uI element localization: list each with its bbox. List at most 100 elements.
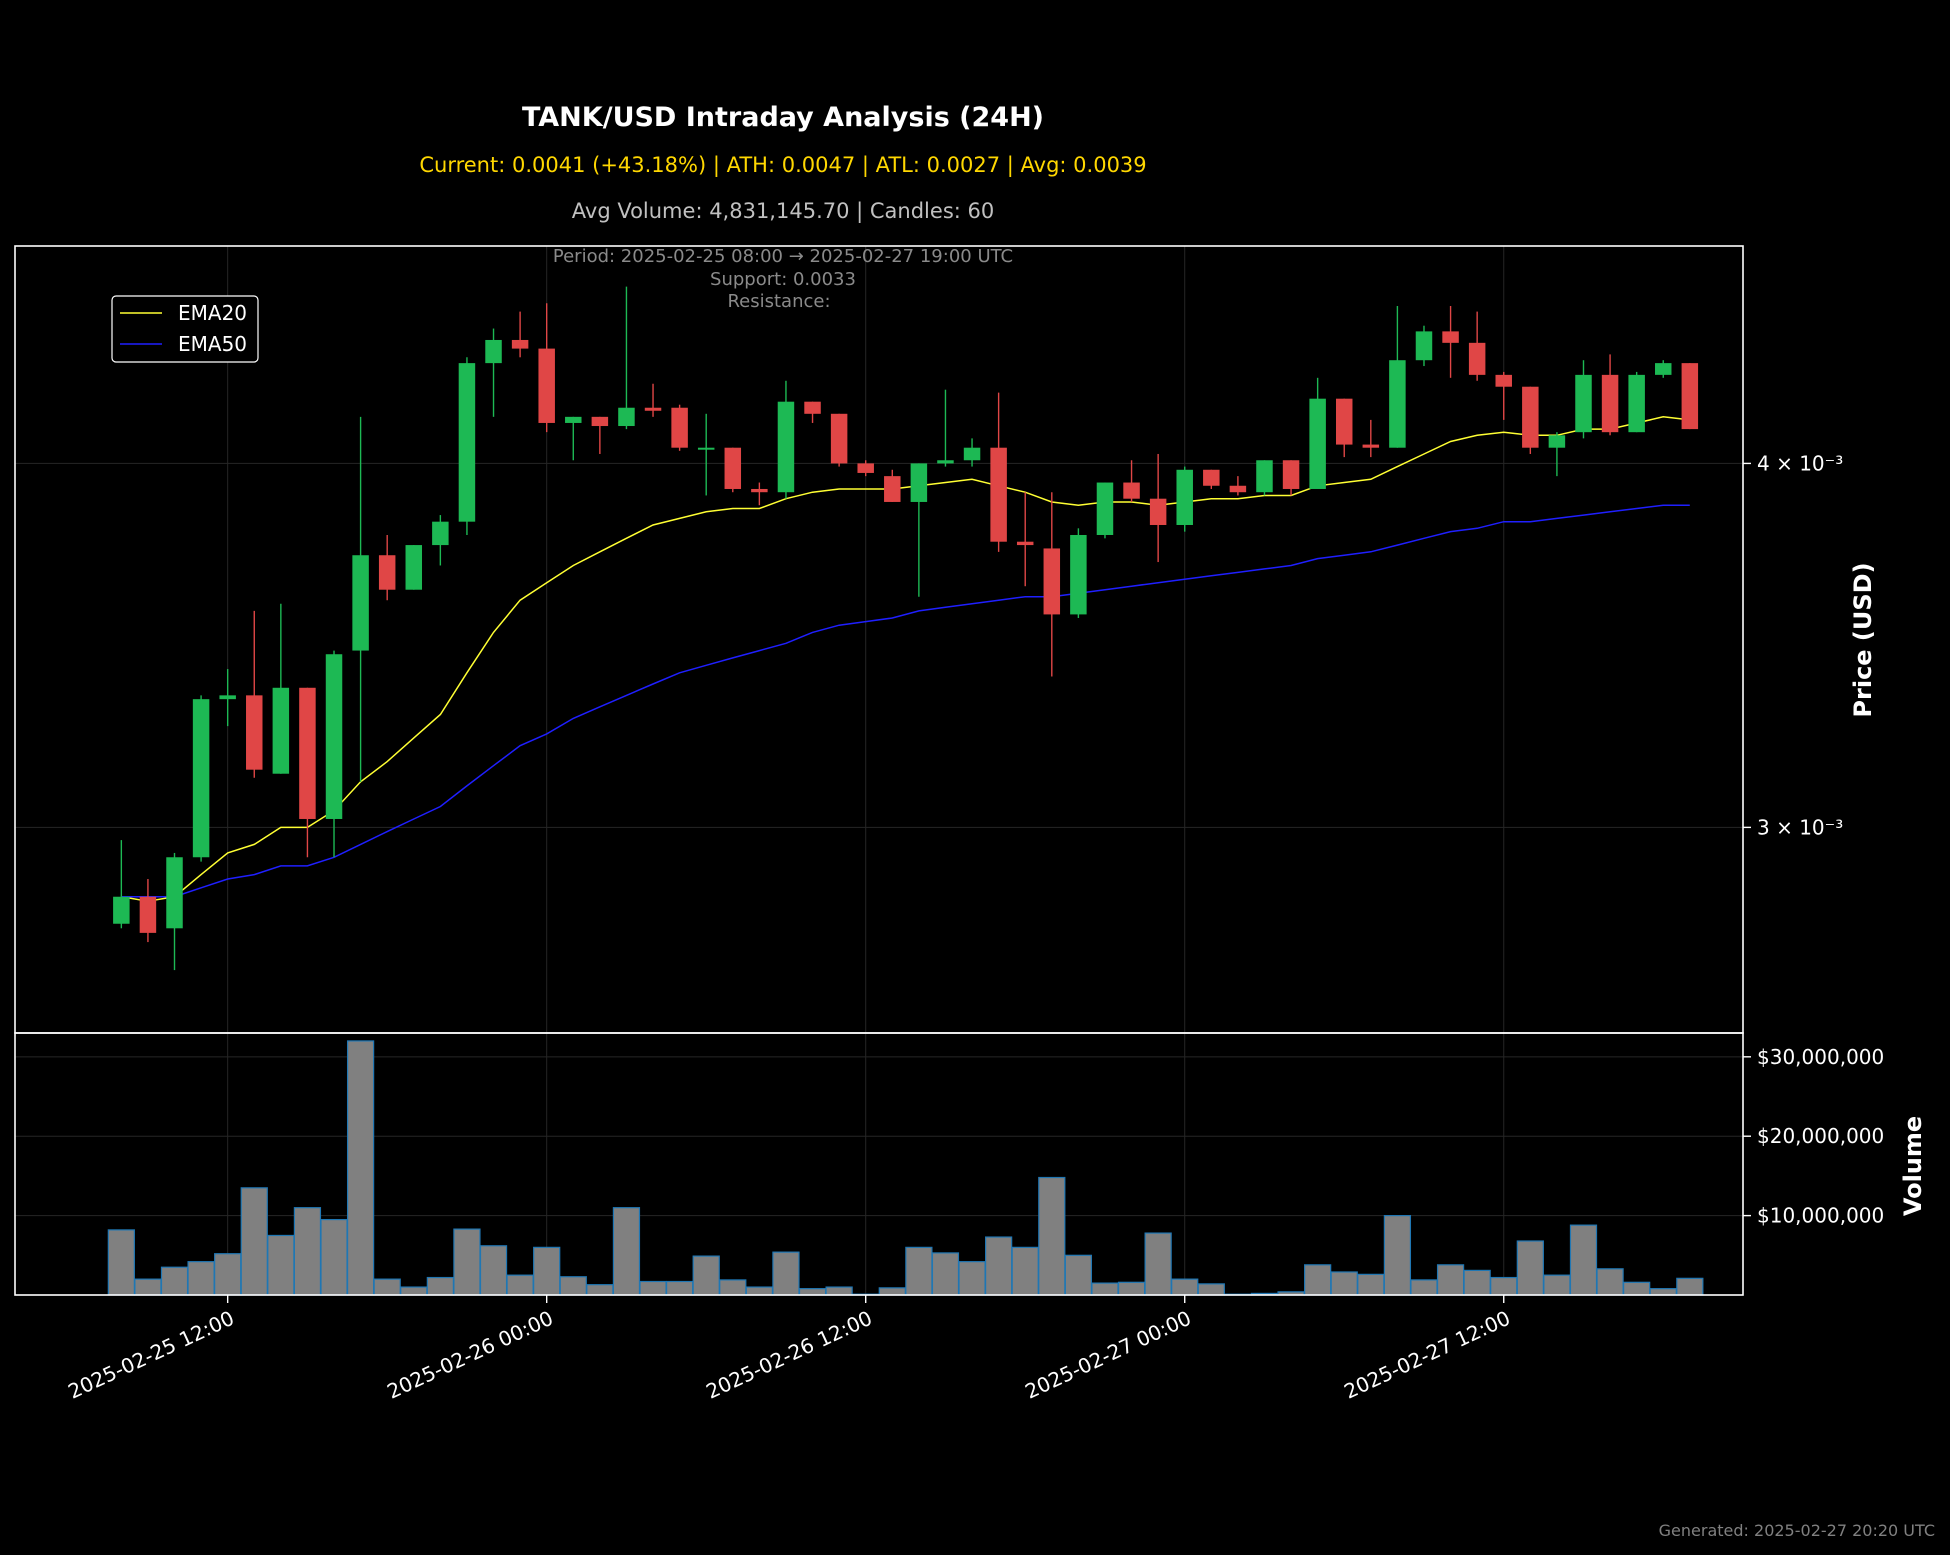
volume-bar — [1676, 1277, 1704, 1296]
candle-body — [671, 407, 688, 448]
volume-y-tick-label: $20,000,000 — [1757, 1124, 1884, 1148]
candle-body — [458, 363, 476, 522]
volume-bar — [692, 1255, 720, 1296]
volume-bar — [825, 1286, 853, 1296]
candle-body — [511, 339, 529, 349]
volume-bar — [293, 1207, 322, 1296]
period-annotation: Period: 2025-02-25 08:00 → 2025-02-27 19… — [553, 246, 1013, 267]
resistance-annotation: Resistance: — [727, 291, 830, 312]
price-y-ticks: 3 × 10⁻³ 4 × 10⁻³ — [1743, 451, 1843, 839]
x-ticks: 2025-02-25 12:00 2025-02-26 00:00 2025-02-… — [64, 1295, 1514, 1404]
x-tick-label: 2025-02-27 00:00 — [1021, 1306, 1194, 1404]
volume-bar — [214, 1253, 242, 1296]
volume-bar — [1357, 1273, 1385, 1296]
legend-ema50-label: EMA50 — [178, 332, 247, 356]
volume-bar — [1623, 1281, 1651, 1296]
candle-body — [910, 463, 928, 502]
volume-bar — [1197, 1283, 1225, 1296]
candle-body — [1628, 374, 1645, 433]
volume-bar — [160, 1266, 189, 1296]
candle-body — [591, 416, 609, 427]
candle-body — [644, 407, 662, 411]
candles — [113, 286, 1699, 971]
support-annotation: Support: 0.0033 — [710, 269, 856, 290]
candle-body — [724, 447, 742, 489]
candle-body — [299, 687, 316, 819]
candle-body — [857, 463, 874, 473]
volume-bar — [346, 1040, 375, 1296]
candle-body — [565, 416, 582, 423]
candle-body — [751, 488, 768, 493]
candle-body — [485, 339, 502, 364]
candle-body — [1096, 482, 1114, 535]
volume-bar — [1144, 1232, 1172, 1296]
candle-body — [378, 555, 396, 590]
volume-bar — [878, 1287, 906, 1296]
candle-body — [1655, 363, 1672, 375]
candle-body — [697, 447, 715, 450]
ema-line-ema20 — [121, 416, 1690, 902]
volume-axis-label: Volume — [1899, 1116, 1927, 1216]
candle-body — [1601, 374, 1619, 433]
candle-body — [1415, 331, 1433, 361]
volume-y-tick-label: $30,000,000 — [1757, 1045, 1884, 1069]
candle-body — [804, 401, 821, 414]
volume-bar — [639, 1280, 667, 1296]
x-tick-label: 2025-02-26 00:00 — [383, 1306, 556, 1404]
volume-panel-frame — [14, 1032, 1744, 1296]
candle-body — [884, 476, 901, 502]
candle-body — [1229, 485, 1247, 493]
volume-bar — [958, 1261, 986, 1296]
volume-bars — [107, 1040, 1704, 1296]
volume-bar — [533, 1246, 561, 1296]
candle-body — [990, 447, 1007, 542]
candle-body — [405, 545, 423, 590]
volume-bar — [479, 1245, 508, 1296]
volume-bar — [719, 1279, 747, 1296]
candle-body — [246, 695, 263, 770]
volume-bar — [107, 1229, 135, 1296]
volume-bar — [745, 1286, 773, 1296]
candle-body — [1575, 374, 1592, 433]
candle-body — [1495, 374, 1512, 387]
ema-line-ema50 — [121, 504, 1690, 898]
candle-body — [192, 699, 210, 858]
candle-body — [1522, 386, 1539, 448]
price-y-tick-label: 4 × 10⁻³ — [1757, 451, 1843, 475]
volume-bar — [1463, 1269, 1491, 1296]
volume-bar — [267, 1234, 295, 1296]
volume-bar — [453, 1228, 481, 1296]
volume-bar — [1410, 1279, 1438, 1296]
candle-body — [777, 401, 795, 493]
candle-body — [352, 555, 369, 651]
volume-bar — [187, 1261, 215, 1296]
volume-bar — [1436, 1264, 1465, 1296]
candle-body — [1176, 469, 1193, 525]
volume-bar — [320, 1218, 348, 1296]
volume-bar — [1383, 1215, 1412, 1296]
volume-bar — [612, 1207, 641, 1296]
candle-body — [166, 857, 183, 929]
candle-body — [1681, 363, 1699, 430]
ema-lines — [121, 416, 1690, 902]
volume-bar — [1117, 1281, 1146, 1296]
chart-title: TANK/USD Intraday Analysis (24H) — [522, 102, 1044, 133]
candle-body — [830, 413, 848, 464]
volume-bar — [931, 1252, 960, 1296]
volume-y-ticks: $10,000,000 $20,000,000 $30,000,000 — [1743, 1045, 1884, 1228]
volume-bar — [1171, 1278, 1199, 1296]
candle-body — [1256, 460, 1273, 493]
candle-body — [1203, 469, 1220, 486]
generated-timestamp: Generated: 2025-02-27 20:20 UTC — [1659, 1521, 1935, 1540]
chart-subtitle-volume: Avg Volume: 4,831,145.70 | Candles: 60 — [572, 199, 994, 224]
volume-bar — [240, 1187, 268, 1296]
volume-bar — [985, 1236, 1013, 1296]
volume-bar — [134, 1278, 162, 1296]
volume-bar — [559, 1276, 587, 1296]
chart-subtitle-stats: Current: 0.0041 (+43.18%) | ATH: 0.0047 … — [419, 153, 1146, 178]
volume-bar — [1649, 1288, 1677, 1296]
candle-body — [1362, 444, 1380, 448]
candle-body — [1442, 331, 1459, 343]
volume-bar — [772, 1251, 800, 1296]
